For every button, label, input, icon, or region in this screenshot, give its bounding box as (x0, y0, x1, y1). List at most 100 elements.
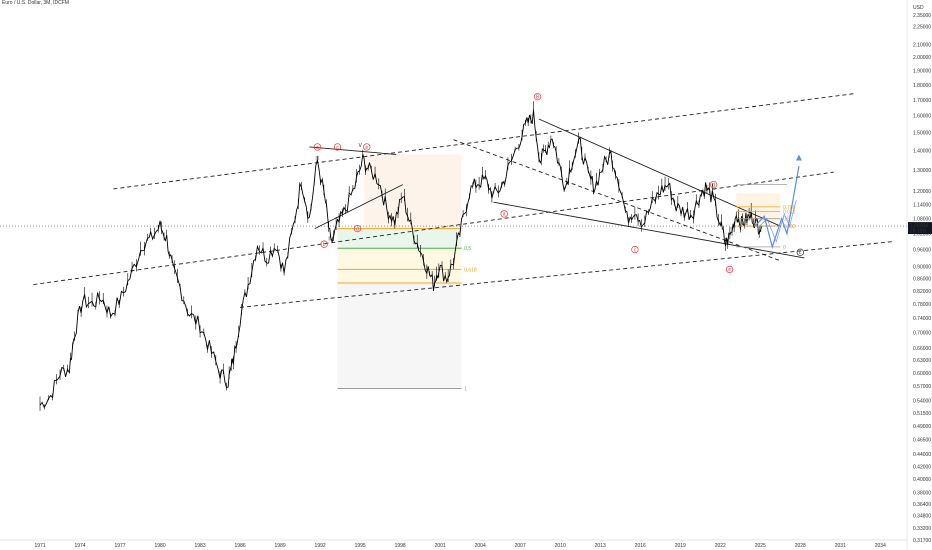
y-tick-label: 0.44000 (913, 452, 931, 458)
price-layer (39, 101, 763, 411)
wave-label-circle (313, 143, 322, 151)
zone-green (337, 228, 462, 249)
zone-top (364, 154, 462, 229)
y-tick-label: 0.86000 (913, 276, 931, 282)
y-tick-label: 0.46500 (913, 438, 931, 444)
wave-label: III (315, 156, 319, 162)
wave-label: d (712, 182, 715, 188)
x-tick-label: 1989 (275, 543, 286, 549)
price-tag (908, 222, 932, 235)
wave-label: a (316, 145, 319, 151)
wave-label-circle (533, 93, 542, 101)
fib-label: 0.5 (464, 246, 471, 252)
triangle-upper-line (309, 146, 397, 155)
x-tick-label: 1977 (114, 543, 125, 549)
zones-layer (337, 154, 781, 389)
projection-label: 0.382 (783, 224, 796, 230)
y-tick-label: 1.70000 (913, 98, 931, 104)
y-tick-label: 2.00000 (913, 55, 931, 61)
x-tick-label: 2016 (635, 543, 646, 549)
y-tick-label: 1.14000 (913, 203, 931, 209)
y-tick-label: 0.34800 (913, 514, 931, 520)
wave-label: a (503, 212, 506, 218)
projection-label: 0 (783, 245, 786, 251)
x-tick-label: 2007 (515, 543, 526, 549)
wedge-lower-line (493, 201, 805, 259)
y-tick-label: 0.74000 (913, 316, 931, 322)
y-tick-label: 1.80000 (913, 83, 931, 89)
projection-label: 0.786 (783, 205, 796, 211)
y-tick-label: 0.66000 (913, 346, 931, 352)
y-tick-label: 0.42000 (913, 464, 931, 470)
wave-label-circle (725, 265, 734, 274)
channel-upper-line (113, 93, 854, 190)
x-tick-label: 1992 (315, 543, 326, 549)
wave-label-circle (363, 143, 371, 151)
y-tick-label: 1.50000 (913, 131, 931, 137)
wave-label-circle (320, 240, 328, 248)
y-tick-label: 2.10000 (913, 42, 931, 48)
chart-title: Euro / U.S. Dollar, 3M, IDCFM (2, 0, 69, 6)
x-tick-label: 2001 (435, 543, 446, 549)
channel-lower-line (240, 241, 894, 308)
x-tick-label: 2028 (795, 543, 806, 549)
y-tick-label: 1.40000 (913, 149, 931, 155)
y-tick-label: 0.90000 (913, 264, 931, 270)
x-tick-label: 1983 (195, 543, 206, 549)
wave-label-circle (500, 210, 508, 218)
projection-label: 0.618 (783, 210, 796, 216)
x-tick-label: 2034 (875, 543, 886, 549)
y-tick-label: 1.90000 (913, 69, 931, 75)
y-tick-label: 0.51500 (913, 411, 931, 417)
y-tick-label: 1.20000 (913, 189, 931, 195)
y-tick-label: 0.33200 (913, 526, 931, 532)
x-tick-label: 2013 (595, 543, 606, 549)
triangle-lower-line (314, 184, 404, 229)
x-tick-label: 2022 (715, 543, 726, 549)
x-tick-label: 2031 (835, 543, 846, 549)
wedge-upper-line (538, 118, 781, 227)
wave-label-circle (333, 143, 342, 151)
x-tick-label: 1986 (235, 543, 246, 549)
price-tag-countdown: 28 19D (910, 229, 927, 235)
currency-label: USD (913, 5, 924, 11)
wave-label: b (323, 242, 326, 248)
y-tick-label: 0.40000 (913, 477, 931, 483)
x-tick-label: 2004 (475, 543, 486, 549)
wave-label-circle (796, 248, 804, 256)
x-tick-label: 1998 (395, 543, 406, 549)
price-tag-value: 1.05008 (910, 223, 928, 229)
y-tick-label: 0.49000 (913, 424, 931, 430)
x-tick-label: 1995 (355, 543, 366, 549)
y-tick-label: 1.02000 (913, 232, 931, 238)
y-tick-label: 2.35000 (913, 13, 931, 19)
price-line (39, 109, 763, 409)
wave-label: e (365, 145, 368, 151)
y-tick-label: 0.31700 (913, 538, 931, 544)
wave-label: d (356, 226, 359, 232)
inner-channel-line (453, 139, 781, 262)
zone-grey (337, 283, 462, 389)
wave-label: c (336, 145, 339, 151)
wave-label: B (536, 95, 540, 101)
y-tick-label: 1.60000 (913, 114, 931, 120)
y-tick-label: 2.25000 (913, 24, 931, 30)
y-tick-label: 1.08000 (913, 217, 931, 223)
y-tick-label: 0.54000 (913, 398, 931, 404)
y-tick-label: 0.36400 (913, 502, 931, 508)
x-tick-label: 2025 (755, 543, 766, 549)
y-tick-label: 0.82000 (913, 289, 931, 295)
wave-label: c (799, 250, 802, 256)
fib-label: 1 (464, 387, 467, 393)
wave-label-circle (631, 245, 639, 254)
fib-layer: 0.5 0.618 1 (337, 228, 477, 393)
fib-label: 0.618 (464, 267, 477, 273)
x-tick-label: 1974 (74, 543, 85, 549)
y-tick-label: 0.96000 (913, 248, 931, 254)
wave-label: e (728, 267, 731, 273)
